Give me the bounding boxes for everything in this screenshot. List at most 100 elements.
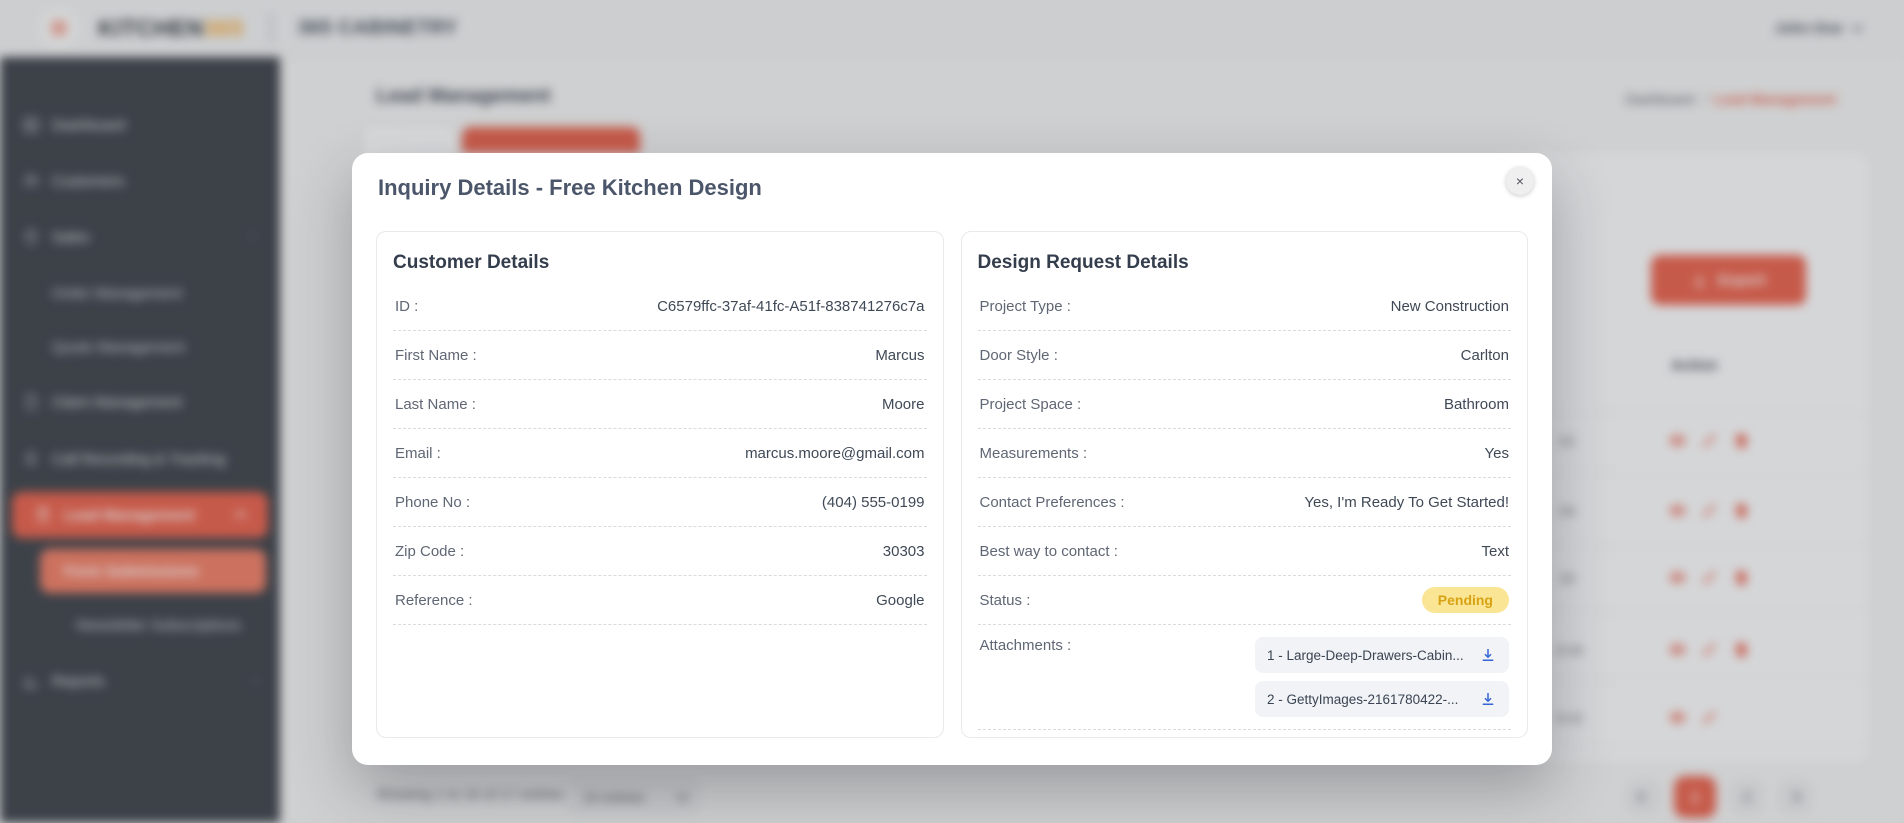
sidebar-item-label: Form Submissions: [64, 562, 200, 580]
edit-icon[interactable]: [1700, 640, 1719, 659]
top-header: KITCHEN365 365 CABINETRY John Doe: [0, 0, 1904, 57]
field-label: Zip Code :: [395, 542, 465, 560]
pagination-next-button[interactable]: [1778, 780, 1812, 814]
field-label: Contact Preferences :: [979, 493, 1125, 511]
edit-icon[interactable]: [1700, 568, 1719, 587]
delete-icon[interactable]: [1732, 568, 1751, 587]
view-icon[interactable]: [1668, 431, 1687, 450]
app-name: 365 CABINETRY: [297, 16, 458, 39]
delete-icon[interactable]: [1732, 431, 1751, 450]
field-label: Measurements :: [979, 444, 1088, 462]
table-row-actions: [1668, 708, 1719, 727]
view-icon[interactable]: [1668, 640, 1687, 659]
modal-title: Inquiry Details - Free Kitchen Design: [378, 175, 762, 200]
export-icon: [1694, 274, 1706, 287]
sidebar-item-lead-management[interactable]: Lead Management: [12, 492, 268, 538]
download-icon[interactable]: [1479, 646, 1497, 664]
sidebar-toggle-button[interactable]: [40, 9, 78, 47]
sidebar-item-reports[interactable]: Reports: [0, 659, 280, 703]
view-icon[interactable]: [1668, 568, 1687, 587]
breadcrumb: Dashboard / Lead Management: [1625, 91, 1836, 107]
export-label: Export: [1718, 271, 1766, 289]
brand-logo-text: KITCHEN: [98, 14, 204, 41]
sidebar-item-label: Newsletter Subscriptions: [76, 616, 242, 634]
customers-icon: [22, 172, 40, 190]
detail-row-last-name: Last Name : Moore: [393, 380, 927, 429]
field-label: Reference :: [395, 591, 473, 609]
breadcrumb-home[interactable]: Dashboard: [1625, 91, 1694, 107]
sidebar-item-dashboard[interactable]: Dashboard: [0, 103, 280, 147]
pagination: 1 2: [1626, 776, 1812, 818]
pagination-prev-button[interactable]: [1626, 780, 1660, 814]
reports-icon: [22, 672, 40, 690]
field-value: C6579ffc-37af-41fc-A51f-838741276c7a: [657, 297, 925, 315]
pagination-page-1-button[interactable]: 1: [1674, 776, 1716, 818]
attachment-item[interactable]: 2 - GettyImages-2161780422-...: [1255, 681, 1509, 717]
view-icon[interactable]: [1668, 708, 1687, 727]
attachment-list: 1 - Large-Deep-Drawers-Cabin... 2 - Gett…: [1255, 637, 1509, 717]
delete-icon[interactable]: [1732, 501, 1751, 520]
field-value: Moore: [881, 395, 925, 413]
field-value: (404) 555-0199: [821, 493, 925, 511]
user-menu[interactable]: John Doe: [1775, 20, 1864, 37]
sidebar-item-sales[interactable]: Sales: [0, 215, 280, 259]
field-label: Last Name :: [395, 395, 476, 413]
sidebar-item-label: Claim Management: [52, 393, 183, 411]
table-divider: [1552, 413, 1868, 414]
field-value: Yes, I'm Ready To Get Started!: [1304, 493, 1509, 511]
header-divider: [269, 12, 272, 44]
field-label: Phone No :: [395, 493, 471, 511]
sidebar-item-order-management[interactable]: Order Management: [0, 271, 280, 315]
download-icon[interactable]: [1479, 690, 1497, 708]
table-action-header: Action: [1671, 357, 1718, 374]
design-request-details-card: Design Request Details Project Type : Ne…: [960, 231, 1528, 738]
field-value: Google: [876, 591, 925, 609]
sidebar-item-label: Lead Management: [64, 506, 195, 524]
detail-row-id: ID : C6579ffc-37af-41fc-A51f-838741276c7…: [393, 282, 927, 331]
detail-row-best-way-to-contact: Best way to contact : Text: [977, 527, 1511, 576]
field-value: Text: [1481, 542, 1509, 560]
sidebar-item-label: Order Management: [52, 284, 183, 302]
delete-icon[interactable]: [1732, 640, 1751, 659]
pagination-summary: Showing 1 to 10 of 17 entries: [376, 787, 564, 803]
view-icon[interactable]: [1668, 501, 1687, 520]
sidebar-item-quote-management[interactable]: Quote Management: [0, 325, 280, 369]
dashboard-icon: [22, 116, 40, 134]
table-cell-fragment: 8:42: [1556, 710, 1584, 726]
detail-row-contact-preferences: Contact Preferences : Yes, I'm Ready To …: [977, 478, 1511, 527]
breadcrumb-separator: /: [1701, 91, 1706, 107]
sidebar-item-label: Sales: [52, 228, 90, 246]
modal-close-button[interactable]: ×: [1506, 167, 1534, 195]
sidebar-item-label: Reports: [52, 672, 105, 690]
edit-icon[interactable]: [1700, 431, 1719, 450]
field-value: Carlton: [1460, 346, 1509, 364]
card-title: Customer Details: [393, 252, 550, 273]
page-size-select[interactable]: 10 entries: [570, 779, 698, 815]
table-row-actions: [1668, 568, 1751, 587]
table-divider: [1552, 472, 1868, 473]
field-label: Email :: [395, 444, 441, 462]
edit-icon[interactable]: [1700, 501, 1719, 520]
inquiry-details-modal: Inquiry Details - Free Kitchen Design × …: [352, 153, 1552, 765]
detail-row-phone: Phone No : (404) 555-0199: [393, 478, 927, 527]
field-value: Bathroom: [1443, 395, 1509, 413]
attachment-item[interactable]: 1 - Large-Deep-Drawers-Cabin...: [1255, 637, 1509, 673]
attachment-name: 1 - Large-Deep-Drawers-Cabin...: [1267, 647, 1464, 663]
export-button[interactable]: Export: [1651, 255, 1806, 305]
field-label: Project Space :: [979, 395, 1082, 413]
sidebar-item-claim-management[interactable]: Claim Management: [0, 380, 280, 424]
edit-icon[interactable]: [1700, 708, 1719, 727]
sidebar-item-form-submissions[interactable]: Form Submissions: [40, 549, 266, 593]
field-value: Yes: [1484, 444, 1509, 462]
field-value: marcus.moore@gmail.com: [745, 444, 925, 462]
sidebar-item-newsletter-subscriptions[interactable]: Newsletter Subscriptions: [0, 603, 280, 647]
table-cell-fragment: :09: [1556, 503, 1576, 519]
call-recording-icon: [22, 450, 40, 468]
field-value: Marcus: [875, 346, 925, 364]
table-row-actions: [1668, 501, 1751, 520]
pagination-page-2-button[interactable]: 2: [1730, 780, 1764, 814]
sidebar-item-call-recording[interactable]: Call Recording & Tracking: [0, 437, 280, 481]
detail-row-door-style: Door Style : Carlton: [977, 331, 1511, 380]
sidebar-item-customers[interactable]: Customers: [0, 159, 280, 203]
